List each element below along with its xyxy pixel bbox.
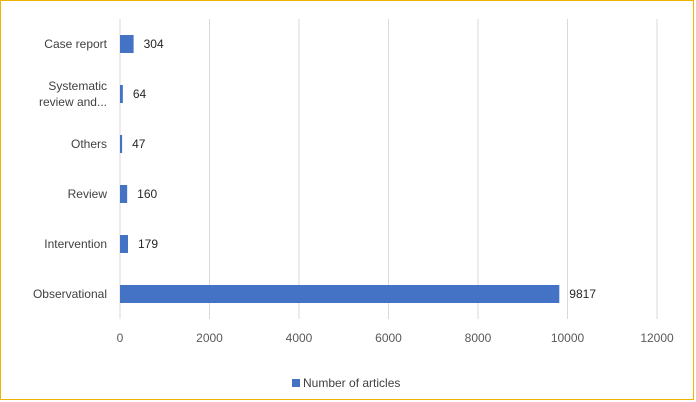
data-label: 304 bbox=[144, 37, 164, 51]
x-tick-label: 4000 bbox=[286, 331, 313, 345]
legend-swatch bbox=[292, 379, 300, 387]
bar bbox=[120, 85, 123, 103]
category-label: Intervention bbox=[44, 237, 107, 251]
category-label: Others bbox=[71, 137, 107, 151]
x-tick-label: 6000 bbox=[375, 331, 402, 345]
bar bbox=[120, 135, 123, 153]
category-label: Case report bbox=[44, 37, 107, 51]
x-tick-label: 8000 bbox=[465, 331, 492, 345]
x-tick-label: 2000 bbox=[196, 331, 223, 345]
bar bbox=[120, 185, 128, 203]
category-label: Observational bbox=[33, 287, 107, 301]
data-label: 9817 bbox=[569, 287, 596, 301]
x-tick-label: 12000 bbox=[640, 331, 674, 345]
category-label: Review bbox=[68, 187, 108, 201]
data-label: 64 bbox=[133, 87, 147, 101]
category-label: review and... bbox=[39, 95, 107, 109]
x-tick-label: 0 bbox=[117, 331, 124, 345]
x-tick-label: 10000 bbox=[551, 331, 585, 345]
bar bbox=[120, 235, 129, 253]
category-label: Systematic bbox=[48, 79, 107, 93]
legend-label: Number of articles bbox=[303, 376, 400, 390]
data-label: 179 bbox=[138, 237, 158, 251]
data-label: 160 bbox=[137, 187, 157, 201]
bar bbox=[120, 285, 560, 303]
data-label: 47 bbox=[132, 137, 146, 151]
bar bbox=[120, 35, 134, 53]
